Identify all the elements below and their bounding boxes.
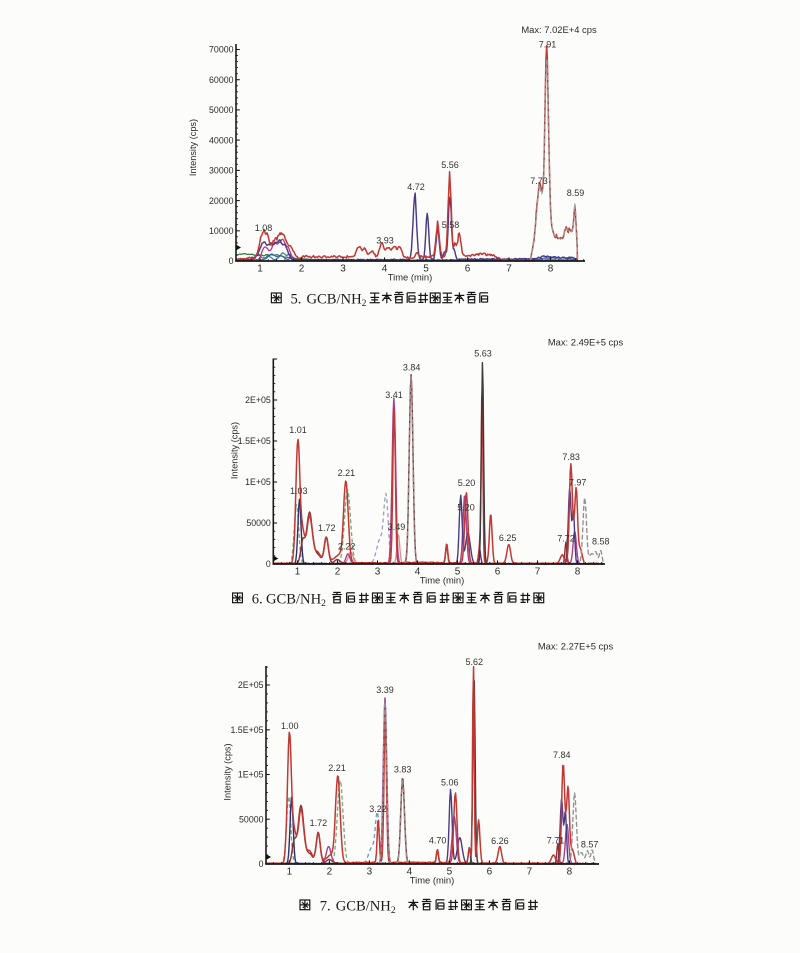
- svg-text:7.83: 7.83: [562, 452, 580, 462]
- svg-text:8.57: 8.57: [581, 840, 599, 850]
- svg-text:Intensity (cps): Intensity (cps): [188, 119, 198, 176]
- svg-text:8: 8: [548, 263, 554, 274]
- svg-text:3.22: 3.22: [369, 804, 387, 814]
- svg-text:2.21: 2.21: [338, 468, 356, 478]
- svg-text:Max: 2.27E+5 cps: Max: 2.27E+5 cps: [538, 641, 614, 652]
- svg-text:4: 4: [407, 866, 413, 877]
- svg-text:GCB/NH2: GCB/NH2: [307, 292, 367, 310]
- svg-text:6: 6: [495, 566, 501, 577]
- svg-text:1.08: 1.08: [255, 223, 273, 233]
- svg-text:8.58: 8.58: [592, 537, 610, 547]
- svg-text:1: 1: [287, 866, 293, 877]
- svg-text:1: 1: [257, 263, 263, 274]
- svg-text:2: 2: [335, 566, 341, 577]
- svg-text:1.01: 1.01: [289, 425, 307, 435]
- svg-text:7.72: 7.72: [557, 534, 575, 544]
- svg-text:5.20: 5.20: [457, 503, 475, 513]
- svg-text:2.21: 2.21: [328, 763, 346, 773]
- svg-text:5.62: 5.62: [466, 657, 484, 667]
- svg-text:3.83: 3.83: [394, 765, 412, 775]
- svg-text:1.5E+05: 1.5E+05: [230, 725, 263, 735]
- svg-text:5.06: 5.06: [441, 778, 459, 788]
- svg-text:3: 3: [340, 263, 346, 274]
- svg-text:7.: 7.: [320, 899, 331, 915]
- svg-text:7: 7: [506, 263, 512, 274]
- svg-text:Intensity (cps): Intensity (cps): [230, 422, 240, 479]
- svg-text:Time (min): Time (min): [388, 271, 432, 282]
- svg-text:40000: 40000: [209, 135, 234, 145]
- svg-text:1.00: 1.00: [281, 721, 299, 731]
- svg-text:3.39: 3.39: [376, 685, 394, 695]
- svg-text:4.72: 4.72: [407, 182, 425, 192]
- svg-text:8: 8: [575, 566, 581, 577]
- svg-text:Max: 7.02E+4 cps: Max: 7.02E+4 cps: [521, 24, 597, 35]
- svg-text:7.84: 7.84: [553, 750, 571, 760]
- svg-text:10000: 10000: [209, 226, 234, 236]
- svg-text:5: 5: [447, 866, 453, 877]
- svg-text:1: 1: [295, 566, 301, 577]
- svg-text:6: 6: [487, 866, 493, 877]
- svg-text:3.84: 3.84: [403, 363, 421, 373]
- svg-text:70000: 70000: [209, 45, 234, 55]
- svg-text:1.03: 1.03: [290, 486, 308, 496]
- svg-text:6.: 6.: [252, 592, 263, 608]
- svg-text:6.25: 6.25: [499, 533, 517, 543]
- svg-text:0: 0: [259, 859, 264, 869]
- svg-text:GCB/NH2: GCB/NH2: [336, 899, 396, 917]
- svg-text:5.63: 5.63: [474, 349, 492, 359]
- svg-text:1E+05: 1E+05: [238, 770, 264, 780]
- svg-text:20000: 20000: [209, 196, 234, 206]
- svg-text:3: 3: [367, 866, 373, 877]
- svg-text:1E+05: 1E+05: [245, 477, 271, 487]
- svg-text:7.71: 7.71: [547, 836, 565, 846]
- svg-text:1.72: 1.72: [310, 818, 328, 828]
- svg-text:5.58: 5.58: [442, 220, 460, 230]
- svg-text:1.5E+05: 1.5E+05: [238, 436, 271, 446]
- svg-text:Time (min): Time (min): [420, 574, 464, 585]
- svg-text:7.97: 7.97: [569, 478, 587, 488]
- svg-text:5: 5: [455, 566, 461, 577]
- svg-text:8: 8: [567, 866, 573, 877]
- svg-text:4.70: 4.70: [429, 836, 447, 846]
- svg-text:Intensity (cps): Intensity (cps): [223, 743, 233, 800]
- svg-text:2.22: 2.22: [338, 542, 356, 552]
- svg-text:0: 0: [229, 256, 234, 266]
- svg-text:30000: 30000: [209, 166, 234, 176]
- svg-text:0: 0: [266, 559, 271, 569]
- svg-text:50000: 50000: [246, 518, 271, 528]
- svg-text:2: 2: [299, 263, 305, 274]
- svg-text:Time (min): Time (min): [410, 874, 454, 885]
- svg-text:3.93: 3.93: [376, 236, 394, 246]
- svg-text:5: 5: [423, 263, 429, 274]
- svg-text:3.49: 3.49: [388, 522, 406, 532]
- svg-text:6: 6: [465, 263, 471, 274]
- svg-text:6.26: 6.26: [491, 836, 509, 846]
- svg-text:4: 4: [415, 566, 421, 577]
- svg-text:1.72: 1.72: [318, 523, 336, 533]
- svg-text:5.: 5.: [291, 292, 302, 308]
- svg-text:7: 7: [535, 566, 541, 577]
- svg-text:2E+05: 2E+05: [245, 395, 271, 405]
- svg-text:7: 7: [527, 866, 533, 877]
- svg-text:3: 3: [375, 566, 381, 577]
- svg-text:5.20: 5.20: [458, 478, 476, 488]
- svg-text:50000: 50000: [209, 105, 234, 115]
- svg-text:4: 4: [382, 263, 388, 274]
- svg-text:3.41: 3.41: [385, 390, 403, 400]
- svg-text:5.56: 5.56: [441, 160, 459, 170]
- svg-text:2: 2: [327, 866, 333, 877]
- svg-text:50000: 50000: [239, 815, 264, 825]
- svg-text:8.59: 8.59: [567, 188, 585, 198]
- svg-text:GCB/NH2: GCB/NH2: [266, 592, 326, 610]
- svg-text:Max: 2.49E+5 cps: Max: 2.49E+5 cps: [548, 337, 624, 348]
- svg-text:60000: 60000: [209, 75, 234, 85]
- svg-text:2E+05: 2E+05: [238, 680, 264, 690]
- svg-text:7.91: 7.91: [539, 40, 557, 50]
- svg-text:7.73: 7.73: [530, 176, 548, 186]
